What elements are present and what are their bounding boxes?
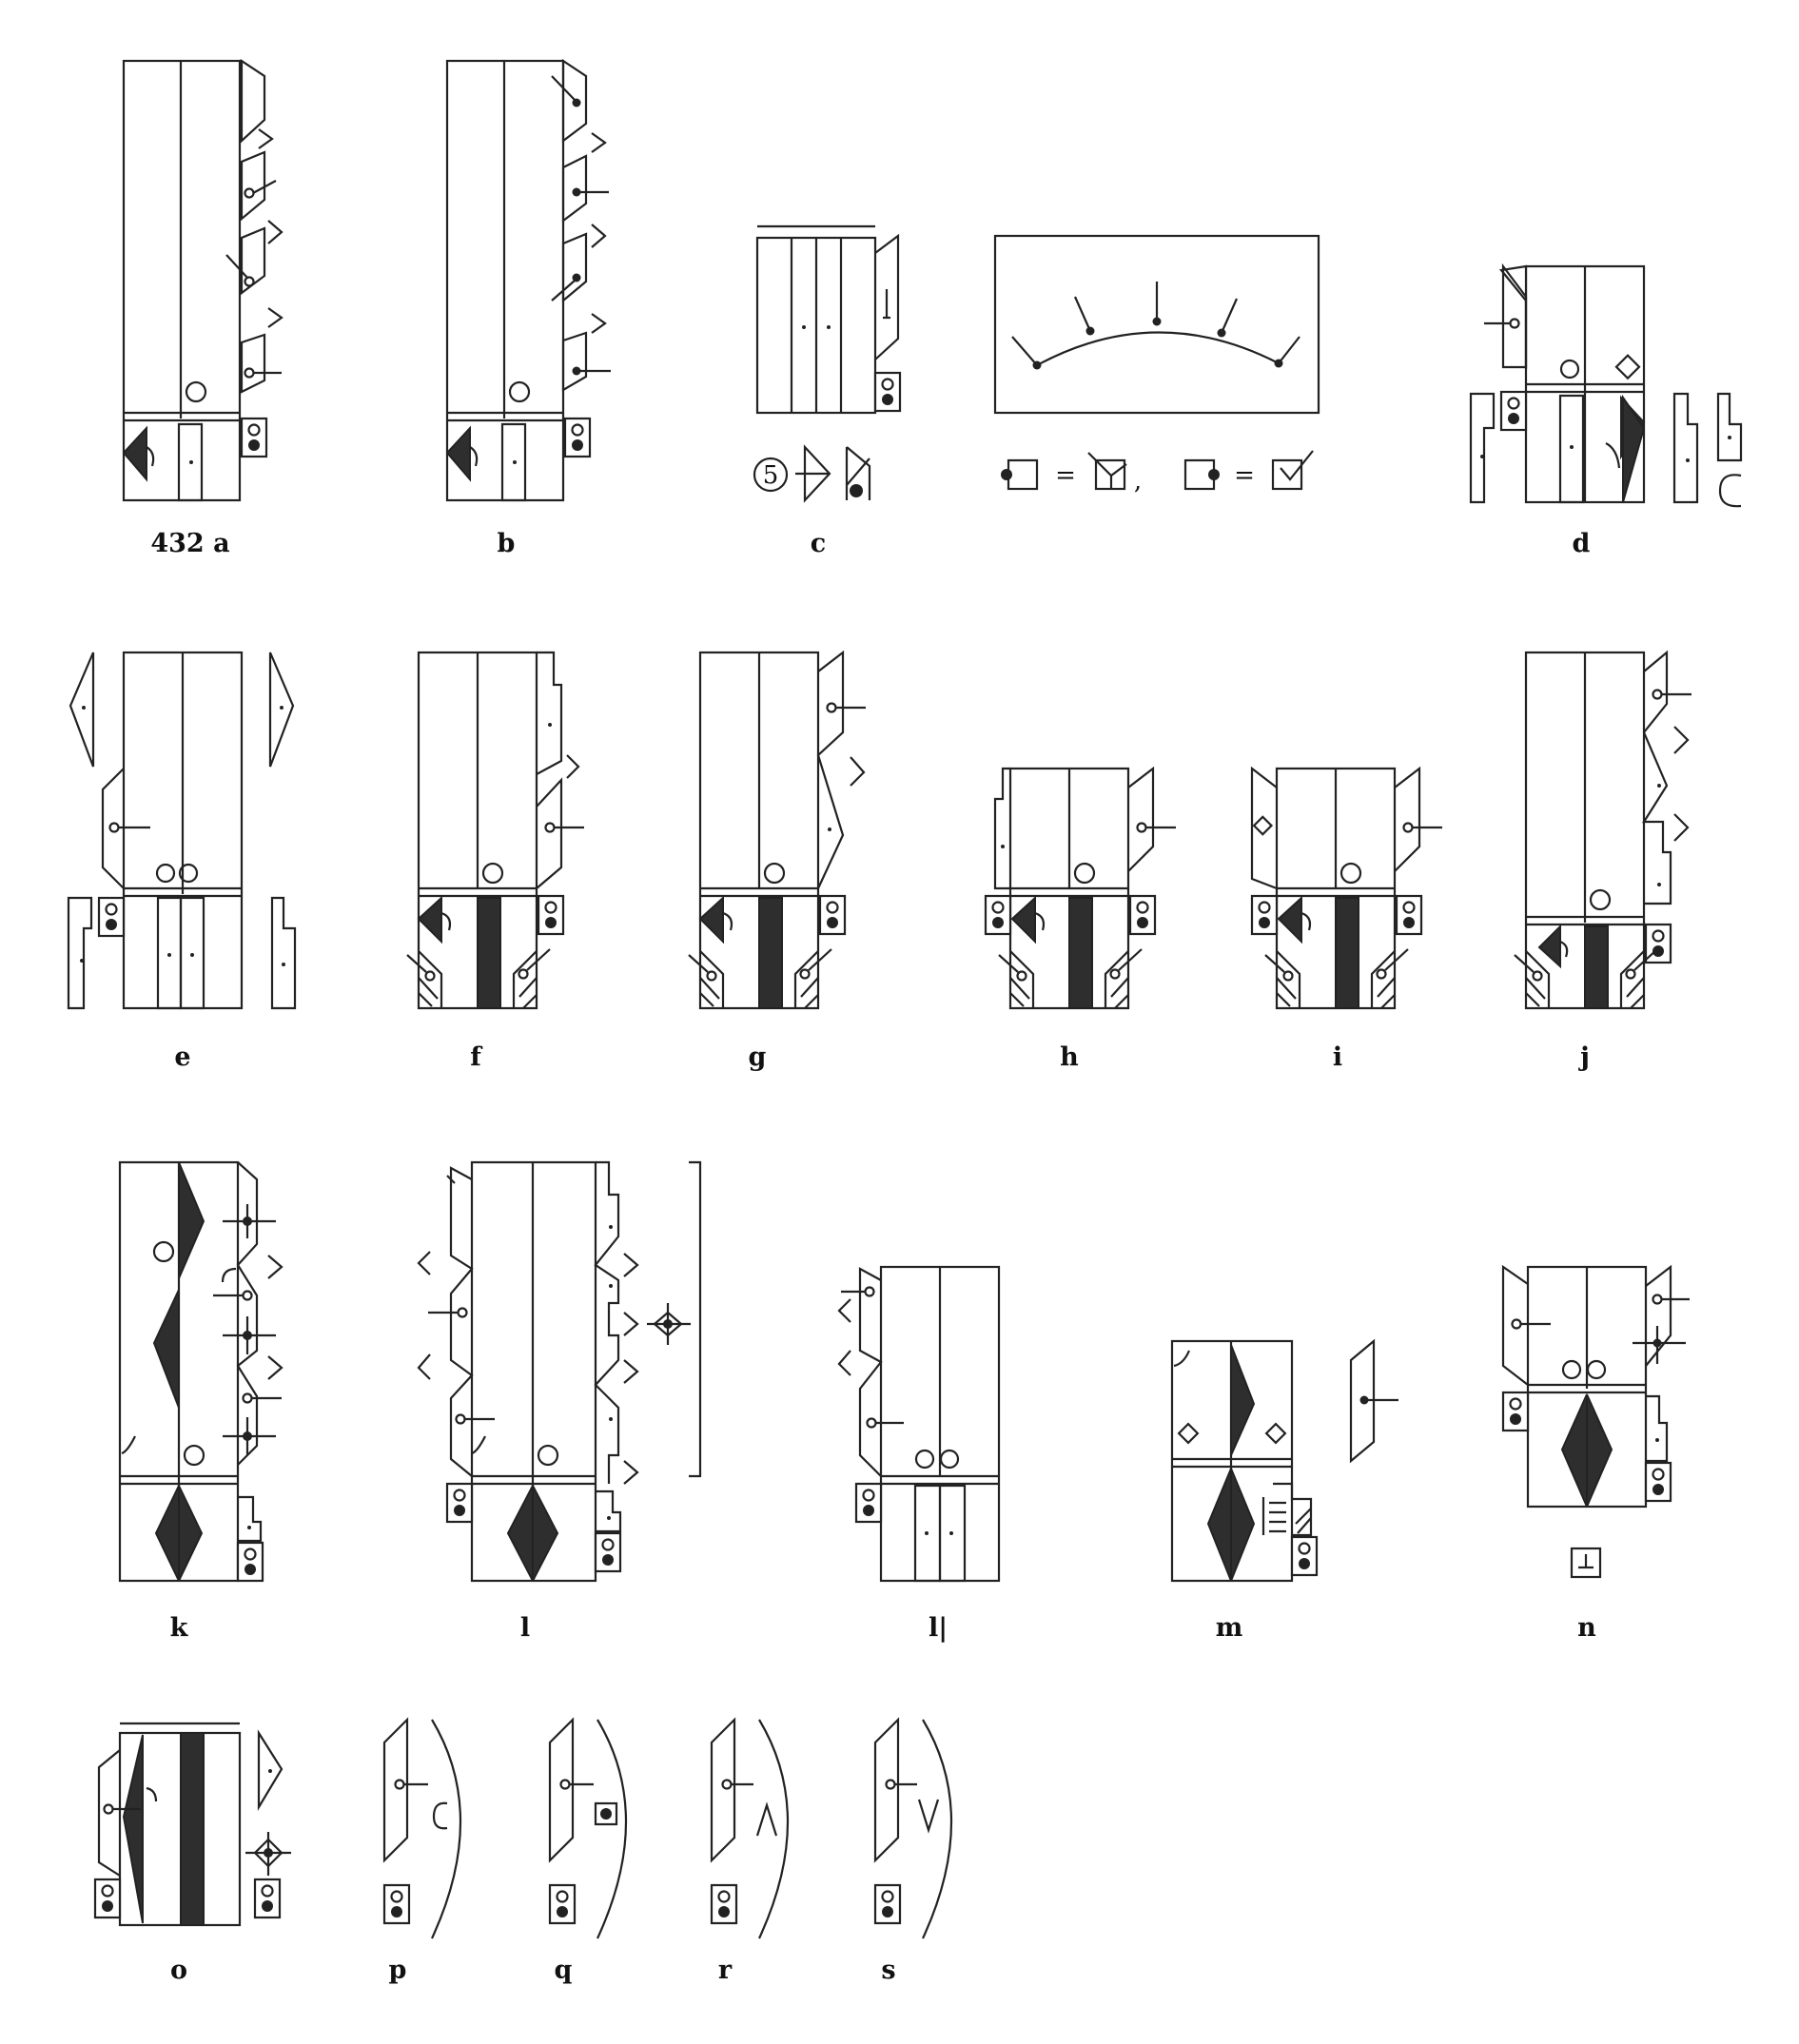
label-n: n [1577,1613,1596,1643]
equals-2: = [1234,461,1255,490]
equals-1: = [1055,461,1076,490]
label-e: e [174,1042,190,1072]
label-k: k [170,1613,189,1643]
figure-j: j [1514,650,1691,1072]
figure-p: p [382,1717,462,1985]
comma: , [1134,467,1142,496]
figure-k: k [118,1160,284,1643]
label-b: b [498,529,516,558]
label-a: 432 a [150,529,229,558]
label-d: d [1573,529,1591,558]
label-i: i [1333,1042,1342,1072]
figure-d: d [1469,263,1743,558]
figure-l-prime: l| [837,1265,1001,1643]
figure-e: e [67,651,297,1072]
figure-f: f [406,651,584,1072]
figure-a: 432 a [122,58,284,558]
figure-s: s [873,1717,953,1985]
label-g: g [749,1042,767,1072]
label-o: o [170,1956,187,1985]
label-p: p [389,1956,407,1985]
figure-o: o [93,1722,291,1985]
label-m: m [1216,1613,1243,1643]
label-f: f [470,1042,483,1072]
figure-h: h [984,766,1176,1072]
label-l-prime: l| [929,1613,948,1643]
label-c: c [811,529,826,558]
label-q: q [555,1956,573,1985]
figure-n: n [1501,1264,1690,1643]
label-r: r [718,1956,733,1985]
figure-r: r [710,1717,790,1985]
figure-q: q [548,1717,628,1985]
label-j: j [1578,1042,1590,1072]
legend-row: = , = [1001,450,1314,496]
label-s: s [881,1956,895,1985]
figure-i: i [1250,766,1442,1072]
arc-panel [993,234,1320,415]
figure-g: g [688,650,866,1072]
figure-c: 5 c [753,224,902,558]
figure-l: l [417,1160,702,1643]
circled-number: 5 [763,461,779,490]
label-h: h [1060,1042,1079,1072]
label-l: l [520,1613,530,1643]
figure-m: m [1170,1338,1398,1643]
figure-b: b [445,58,611,558]
